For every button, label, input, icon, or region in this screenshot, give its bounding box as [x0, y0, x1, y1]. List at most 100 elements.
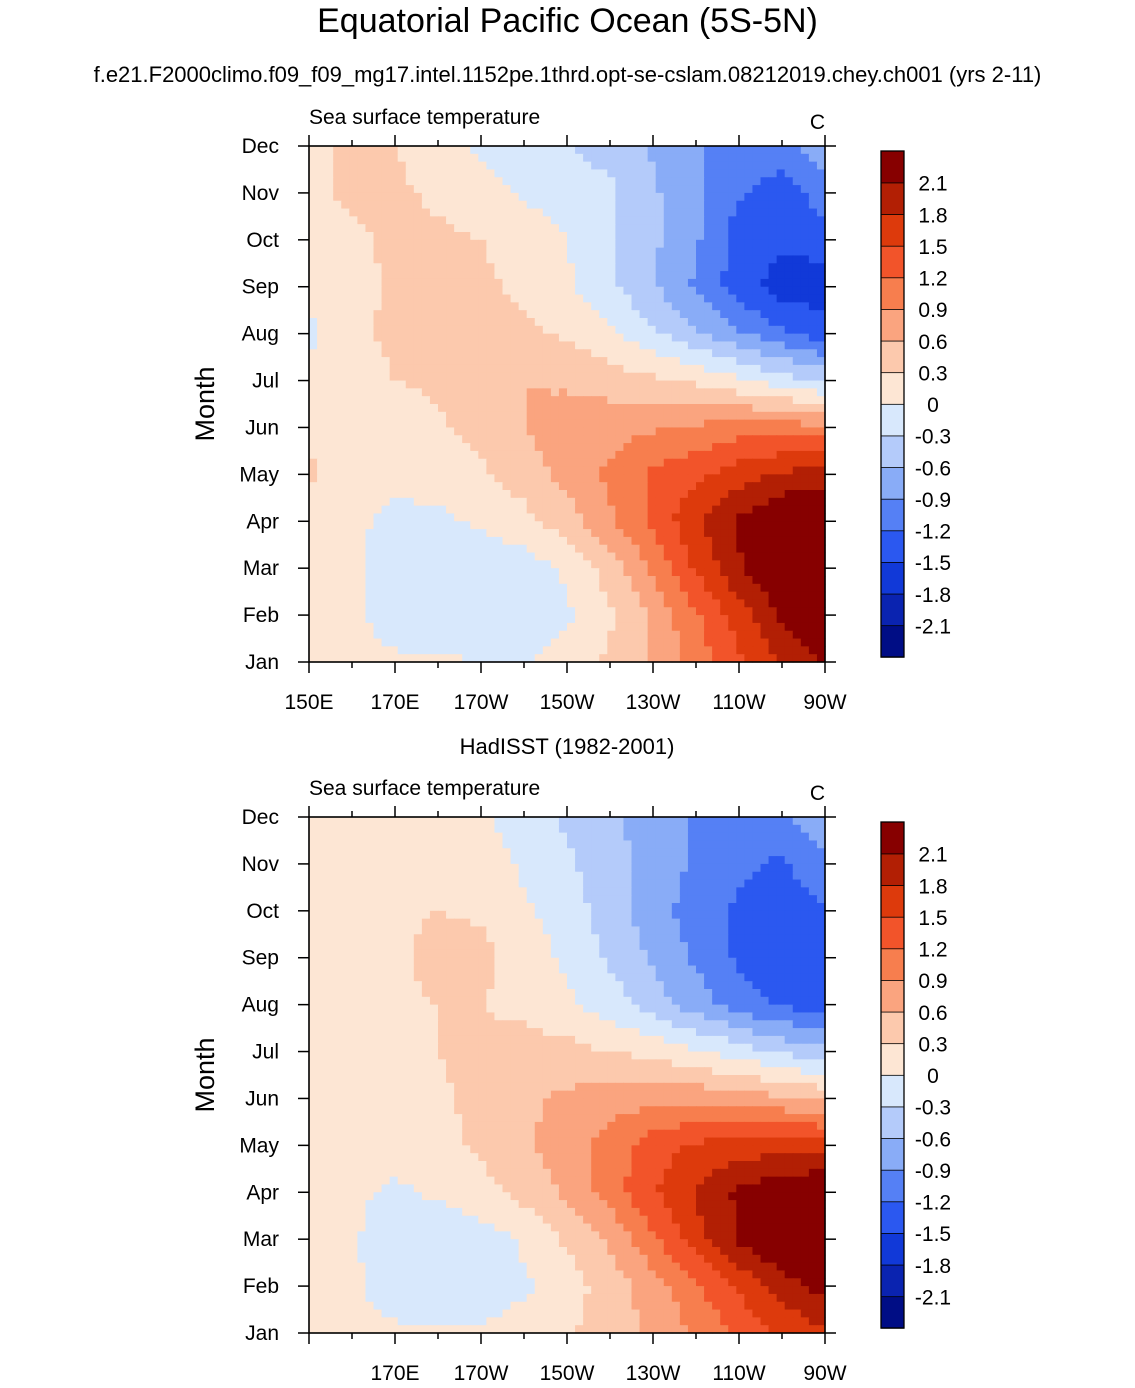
- field-cell: [704, 364, 713, 374]
- field-cell: [325, 450, 334, 460]
- field-cell: [599, 388, 608, 397]
- field-cell: [349, 153, 358, 163]
- field-cell: [720, 372, 729, 382]
- field-cell: [502, 607, 512, 616]
- field-cell: [558, 239, 568, 249]
- field-cell: [389, 380, 399, 389]
- field-cell: [800, 871, 810, 881]
- field-cell: [575, 271, 584, 280]
- field-cell: [405, 208, 415, 217]
- field-cell: [671, 856, 681, 865]
- field-cell: [518, 848, 528, 857]
- field-cell: [454, 529, 463, 538]
- field-cell: [599, 232, 608, 241]
- field-cell: [744, 177, 754, 186]
- field-cell: [816, 536, 826, 546]
- field-cell: [679, 294, 689, 303]
- field-cell: [768, 325, 778, 335]
- field-cell: [752, 247, 762, 257]
- field-cell: [462, 646, 471, 655]
- field-cell: [349, 325, 358, 335]
- y-tick-label: Dec: [242, 135, 279, 158]
- field-cell: [341, 840, 350, 849]
- colorbar-box: [880, 213, 905, 247]
- field-cell: [381, 380, 391, 389]
- field-cell: [567, 817, 576, 826]
- field-cell: [389, 490, 399, 499]
- field-cell: [365, 552, 375, 561]
- field-cell: [567, 856, 576, 865]
- field-cell: [575, 161, 584, 171]
- field-cell: [454, 271, 463, 280]
- field-cell: [752, 824, 762, 834]
- field-cell: [526, 856, 536, 865]
- field-cell: [349, 364, 358, 374]
- field-cell: [421, 443, 431, 452]
- field-cell: [615, 419, 625, 429]
- field-cell: [486, 646, 496, 655]
- field-cell: [768, 208, 778, 217]
- field-cell: [655, 879, 665, 888]
- field-cell: [421, 271, 431, 280]
- field-cell: [583, 380, 592, 389]
- field-cell: [478, 388, 487, 397]
- field-cell: [599, 871, 608, 881]
- field-cell: [704, 200, 713, 210]
- field-cell: [478, 615, 487, 624]
- field-cell: [446, 388, 455, 397]
- field-cell: [655, 427, 665, 436]
- field-cell: [623, 404, 633, 413]
- field-cell: [429, 521, 439, 530]
- field-cell: [696, 364, 705, 374]
- field-cell: [341, 513, 350, 522]
- field-cell: [526, 153, 536, 163]
- field-cell: [534, 615, 544, 624]
- field-cell: [687, 278, 697, 288]
- field-cell: [567, 396, 576, 405]
- field-cell: [671, 404, 681, 413]
- field-cell: [349, 318, 358, 327]
- field-cell: [421, 247, 431, 257]
- field-cell: [373, 372, 383, 382]
- field-cell: [333, 239, 342, 249]
- field-cell: [502, 654, 512, 663]
- field-cell: [405, 411, 415, 421]
- field-cell: [325, 887, 334, 896]
- field-cell: [744, 568, 754, 577]
- field-cell: [454, 638, 463, 647]
- field-cell: [365, 638, 375, 647]
- field-cell: [470, 568, 479, 577]
- field-cell: [429, 591, 439, 601]
- field-cell: [816, 192, 826, 202]
- field-cell: [567, 364, 576, 374]
- field-cell: [317, 200, 326, 210]
- field-cell: [615, 278, 625, 288]
- field-cell: [776, 349, 786, 358]
- field-cell: [494, 848, 504, 857]
- field-cell: [631, 224, 641, 233]
- field-cell: [792, 294, 802, 303]
- field-cell: [599, 161, 608, 171]
- field-cell: [397, 146, 407, 155]
- field-cell: [567, 185, 576, 194]
- field-cell: [413, 435, 423, 444]
- field-cell: [752, 599, 762, 608]
- field-cell: [405, 192, 415, 202]
- field-cell: [607, 341, 616, 350]
- field-cell: [583, 216, 592, 225]
- field-cell: [494, 325, 504, 335]
- field-cell: [639, 887, 649, 896]
- field-cell: [446, 294, 455, 303]
- field-cell: [687, 239, 697, 249]
- field-cell: [510, 333, 520, 343]
- field-cell: [470, 544, 479, 554]
- field-cell: [534, 388, 544, 397]
- field-cell: [760, 310, 770, 319]
- field-cell: [784, 607, 794, 616]
- field-cell: [687, 576, 697, 585]
- field-cell: [679, 560, 689, 569]
- field-cell: [679, 654, 689, 663]
- field-cell: [623, 544, 633, 554]
- field-cell: [800, 466, 810, 475]
- field-cell: [550, 840, 560, 849]
